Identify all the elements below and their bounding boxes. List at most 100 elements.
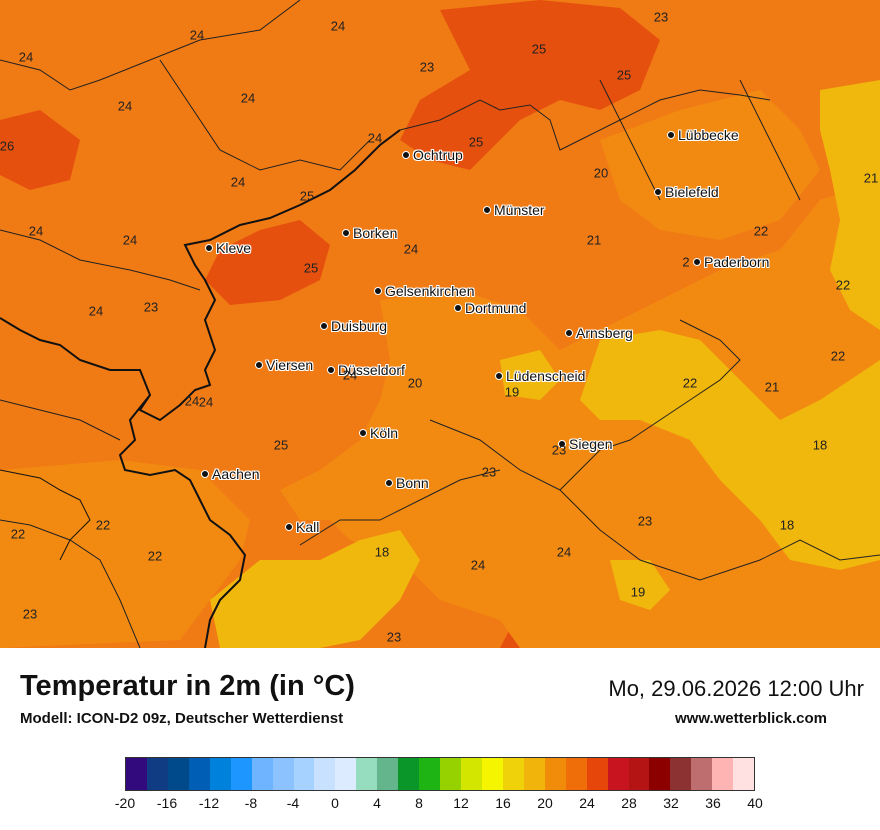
city-name: Kall bbox=[296, 519, 320, 535]
scale-tick-label: -8 bbox=[244, 795, 258, 811]
temperature-value: 22 bbox=[835, 277, 851, 293]
city-marker: Borken bbox=[342, 225, 397, 241]
scale-tick-label: -4 bbox=[286, 795, 300, 811]
city-marker: Ochtrup bbox=[402, 147, 463, 163]
temperature-value: 19 bbox=[630, 584, 646, 600]
city-name: Ochtrup bbox=[413, 147, 463, 163]
temperature-value: 21 bbox=[586, 232, 602, 248]
city-dot-icon bbox=[667, 131, 675, 139]
color-swatch bbox=[293, 758, 315, 790]
city-name: Borken bbox=[353, 225, 398, 241]
temperature-value: 24 bbox=[122, 232, 138, 248]
city-marker: Lüdenscheid bbox=[495, 368, 585, 384]
temperature-value: 22 bbox=[753, 223, 769, 239]
city-name: Siegen bbox=[569, 436, 613, 452]
scale-tick-label: -20 bbox=[114, 795, 136, 811]
scale-tick-label: 16 bbox=[495, 795, 511, 811]
temperature-value: 24 bbox=[28, 223, 44, 239]
city-marker: Münster bbox=[483, 202, 545, 218]
color-swatch bbox=[314, 758, 336, 790]
color-swatch bbox=[356, 758, 378, 790]
color-swatch bbox=[586, 758, 608, 790]
color-swatch bbox=[272, 758, 294, 790]
temperature-value: 24 bbox=[342, 367, 358, 383]
color-swatch bbox=[691, 758, 713, 790]
model-source: Modell: ICON-D2 09z, Deutscher Wetterdie… bbox=[20, 710, 344, 727]
temperature-value: 20 bbox=[593, 165, 609, 181]
city-marker: Kall bbox=[285, 519, 319, 535]
temperature-value: 25 bbox=[531, 41, 547, 57]
temperature-value: 25 bbox=[303, 260, 319, 276]
color-swatch bbox=[461, 758, 482, 790]
city-dot-icon bbox=[558, 440, 566, 448]
scale-tick-label: -16 bbox=[156, 795, 178, 811]
temperature-value: 24 bbox=[403, 241, 419, 257]
city-marker: Düsseldorf bbox=[327, 362, 405, 378]
city-name: Aachen bbox=[212, 466, 260, 482]
temperature-value: 25 bbox=[468, 134, 484, 150]
forecast-datetime: Mo, 29.06.2026 12:00 Uhr bbox=[608, 676, 864, 701]
temperature-value: 23 bbox=[551, 442, 567, 458]
map-title: Temperatur in 2m (in °C) bbox=[20, 670, 355, 702]
temperature-value: 24 bbox=[184, 393, 200, 409]
city-dot-icon bbox=[359, 429, 367, 437]
city-marker: Viersen bbox=[255, 357, 313, 373]
temperature-value: 25 bbox=[299, 188, 315, 204]
city-marker: Siegen bbox=[558, 436, 613, 452]
website-link[interactable]: www.wetterblick.com bbox=[675, 710, 827, 727]
temperature-map: Lübbecke Ochtrup Bielefeld Münster Borke… bbox=[0, 0, 880, 648]
color-swatch bbox=[440, 758, 461, 790]
scale-tick-label: 28 bbox=[621, 795, 637, 811]
color-swatch bbox=[481, 758, 503, 790]
color-swatch bbox=[146, 758, 168, 790]
temperature-value: 24 bbox=[189, 27, 205, 43]
temperature-value: 22 bbox=[10, 526, 26, 542]
scale-tick-label: 8 bbox=[415, 795, 423, 811]
city-dot-icon bbox=[255, 361, 263, 369]
city-dot-icon bbox=[402, 151, 410, 159]
city-dot-icon bbox=[327, 366, 335, 374]
temperature-value: 26 bbox=[0, 138, 15, 154]
color-swatch bbox=[126, 758, 147, 790]
color-swatch bbox=[209, 758, 231, 790]
city-dot-icon bbox=[320, 322, 328, 330]
city-dot-icon bbox=[483, 206, 491, 214]
city-name: Paderborn bbox=[704, 254, 770, 270]
temperature-value: 21 bbox=[764, 379, 780, 395]
city-name: Münster bbox=[494, 202, 545, 218]
city-marker: Arnsberg bbox=[565, 325, 633, 341]
city-dot-icon bbox=[385, 479, 393, 487]
temperature-value: 18 bbox=[779, 517, 795, 533]
map-background bbox=[0, 0, 880, 648]
city-marker: Bonn bbox=[385, 475, 429, 491]
temperature-value: 24 bbox=[230, 174, 246, 190]
temperature-value: 24 bbox=[556, 544, 572, 560]
temperature-value: 23 bbox=[419, 59, 435, 75]
city-marker: Kleve bbox=[205, 240, 251, 256]
city-marker: Gelsenkirchen bbox=[374, 283, 475, 299]
temperature-value: 23 bbox=[143, 299, 159, 315]
temperature-value: 21 bbox=[863, 170, 879, 186]
temperature-value: 24 bbox=[88, 303, 104, 319]
color-swatch bbox=[712, 758, 734, 790]
city-dot-icon bbox=[205, 244, 213, 252]
color-swatch bbox=[251, 758, 273, 790]
city-name: Bonn bbox=[396, 475, 429, 491]
city-name: Viersen bbox=[266, 357, 314, 373]
temperature-value: 24 bbox=[367, 130, 383, 146]
color-scale bbox=[125, 757, 755, 791]
color-swatch bbox=[523, 758, 545, 790]
color-swatch bbox=[670, 758, 692, 790]
temperature-value: 22 bbox=[682, 375, 698, 391]
scale-tick-label: 20 bbox=[537, 795, 553, 811]
city-dot-icon bbox=[374, 287, 382, 295]
city-marker: Köln bbox=[359, 425, 398, 441]
scale-tick-label: 36 bbox=[705, 795, 721, 811]
scale-tick-label: 0 bbox=[331, 795, 339, 811]
city-name: Gelsenkirchen bbox=[385, 283, 475, 299]
city-dot-icon bbox=[342, 229, 350, 237]
temperature-value: 24 bbox=[198, 394, 214, 410]
scale-tick-label: 40 bbox=[747, 795, 763, 811]
scale-tick-label: 4 bbox=[373, 795, 381, 811]
temperature-value: 22 bbox=[830, 348, 846, 364]
